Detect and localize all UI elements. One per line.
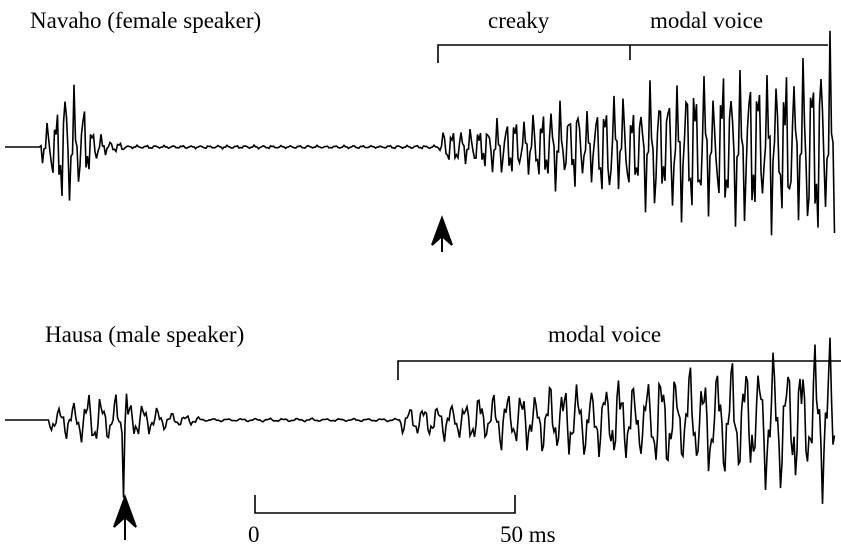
segment-label: creaky [488, 8, 550, 33]
scale-label: 50 ms [500, 522, 556, 547]
segment-label: modal voice [650, 8, 763, 33]
waveform [5, 30, 836, 236]
panel-label: Navaho (female speaker) [30, 8, 261, 33]
segment-bracket [437, 44, 828, 63]
arrow [113, 494, 137, 540]
segment-bracket [397, 360, 841, 380]
scale-bar [254, 495, 516, 514]
waveform-trace [5, 337, 836, 504]
waveform [5, 337, 836, 504]
panel-label: Hausa (male speaker) [45, 322, 244, 347]
waveform-trace [5, 30, 836, 236]
segment-label: modal voice [548, 322, 661, 347]
arrow [431, 215, 453, 252]
scale-label: 0 [248, 522, 260, 547]
